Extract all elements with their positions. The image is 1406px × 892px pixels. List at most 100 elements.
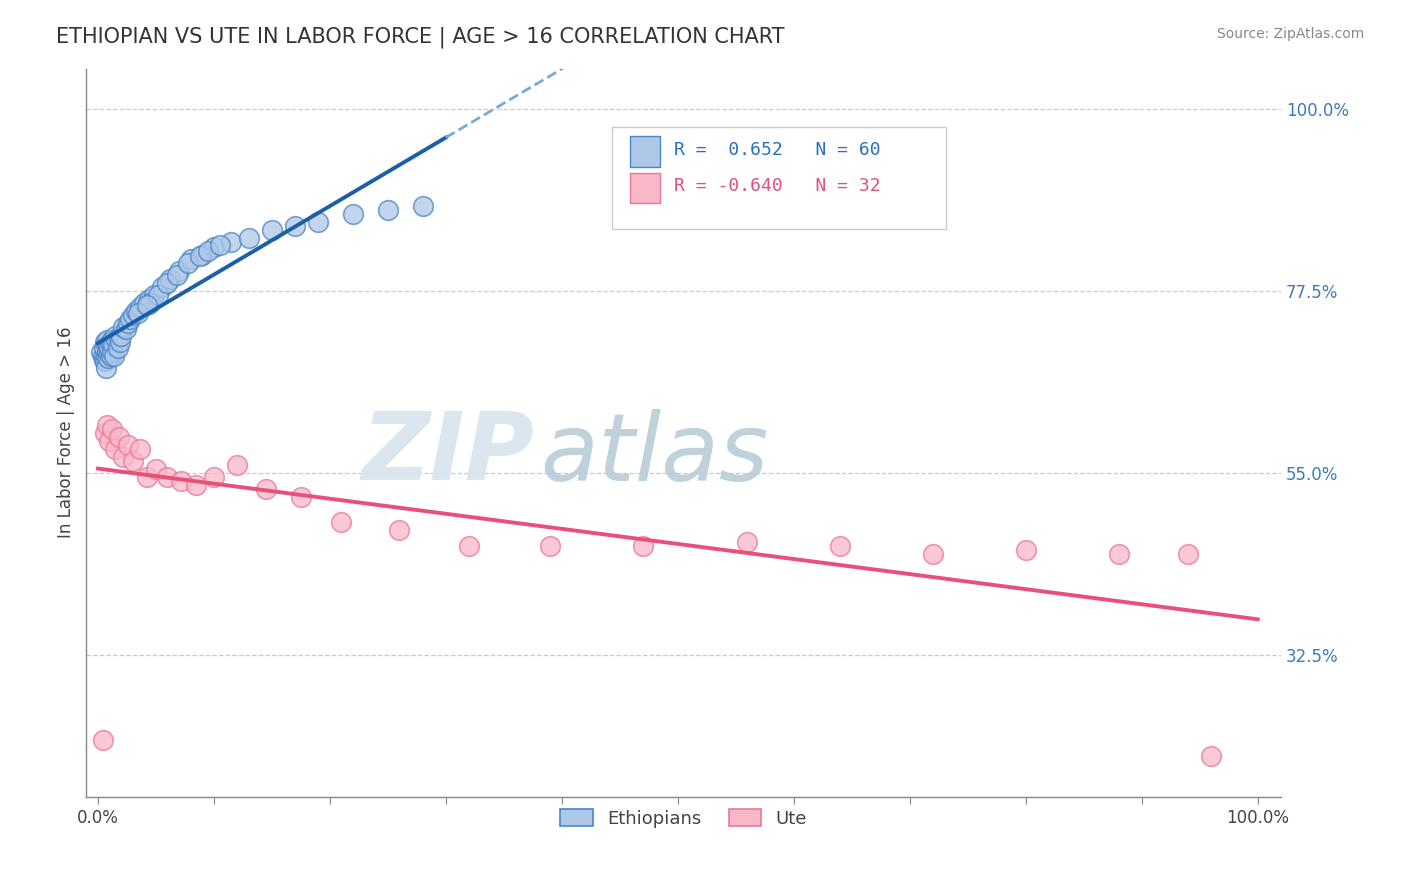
Point [412, 199, 434, 213]
Point [96, 417, 118, 432]
Point [1201, 749, 1223, 764]
Point [145, 462, 167, 476]
Text: ETHIOPIAN VS UTE IN LABOR FORCE | AGE > 16 CORRELATION CHART: ETHIOPIAN VS UTE IN LABOR FORCE | AGE > … [56, 27, 785, 48]
Bar [630, 173, 659, 203]
Point [114, 322, 136, 336]
Point [191, 247, 214, 261]
Point [110, 328, 132, 343]
Point [538, 539, 561, 553]
Point [177, 256, 200, 270]
Point [108, 334, 131, 349]
Point [98, 434, 121, 448]
Point [139, 296, 162, 310]
Point [167, 264, 190, 278]
Point [342, 207, 364, 221]
Point [135, 470, 157, 484]
Point [94, 354, 117, 368]
Point [104, 442, 127, 456]
Point [125, 304, 148, 318]
Point [107, 330, 129, 344]
Point [127, 306, 149, 320]
Point [197, 244, 219, 258]
Point [142, 288, 165, 302]
Point [98, 341, 121, 355]
Point [186, 478, 208, 492]
Point [94, 334, 117, 349]
Bar [612, 127, 946, 228]
Point [135, 298, 157, 312]
Point [96, 344, 118, 359]
Point [101, 338, 124, 352]
Point [94, 349, 117, 363]
Point [188, 249, 211, 263]
Point [134, 296, 156, 310]
Point [104, 328, 127, 343]
Bar [630, 136, 659, 167]
Point [180, 252, 202, 266]
Point [631, 539, 654, 553]
Point [117, 438, 139, 452]
Point [93, 352, 115, 367]
Point [1015, 543, 1038, 558]
Point [105, 333, 128, 347]
Point [128, 442, 150, 456]
Point [107, 341, 129, 355]
Point [91, 349, 114, 363]
Point [112, 450, 135, 464]
Legend: Ethiopians, Ute: Ethiopians, Ute [553, 802, 814, 835]
Y-axis label: In Labor Force | Age > 16: In Labor Force | Age > 16 [58, 326, 75, 539]
Point [97, 351, 120, 366]
Point [260, 223, 283, 237]
Point [166, 268, 188, 282]
Point [1108, 547, 1130, 561]
Point [91, 733, 114, 747]
Point [117, 317, 139, 331]
Point [170, 474, 193, 488]
Point [100, 349, 122, 363]
Text: R =  0.652   N = 60: R = 0.652 N = 60 [673, 141, 880, 159]
Point [96, 333, 118, 347]
Point [100, 336, 122, 351]
Point [98, 346, 121, 360]
Point [307, 215, 329, 229]
Point [1177, 547, 1199, 561]
Point [150, 280, 173, 294]
Point [458, 539, 481, 553]
Point [254, 483, 277, 497]
Point [121, 454, 143, 468]
Point [238, 231, 260, 245]
Text: Source: ZipAtlas.com: Source: ZipAtlas.com [1216, 27, 1364, 41]
Point [159, 272, 181, 286]
Text: R = -0.640   N = 32: R = -0.640 N = 32 [673, 178, 880, 195]
Point [156, 276, 179, 290]
Point [101, 421, 124, 435]
Point [90, 344, 112, 359]
Point [156, 470, 179, 484]
Point [120, 312, 142, 326]
Point [97, 338, 120, 352]
Point [377, 203, 399, 218]
Text: atlas: atlas [540, 409, 769, 500]
Point [112, 320, 135, 334]
Point [103, 349, 125, 363]
Point [830, 539, 852, 553]
Point [101, 333, 124, 347]
Text: ZIP: ZIP [361, 409, 534, 500]
Point [388, 523, 411, 537]
Point [922, 547, 945, 561]
Point [290, 491, 312, 505]
Point [148, 288, 170, 302]
Point [208, 238, 231, 252]
Point [93, 341, 115, 355]
Point [121, 308, 143, 322]
Point [284, 219, 307, 234]
Point [101, 344, 124, 359]
Point [330, 515, 353, 529]
Point [107, 430, 129, 444]
Point [219, 235, 242, 250]
Point [128, 300, 150, 314]
Point [202, 239, 225, 253]
Point [226, 458, 249, 472]
Point [94, 425, 117, 440]
Point [94, 360, 117, 375]
